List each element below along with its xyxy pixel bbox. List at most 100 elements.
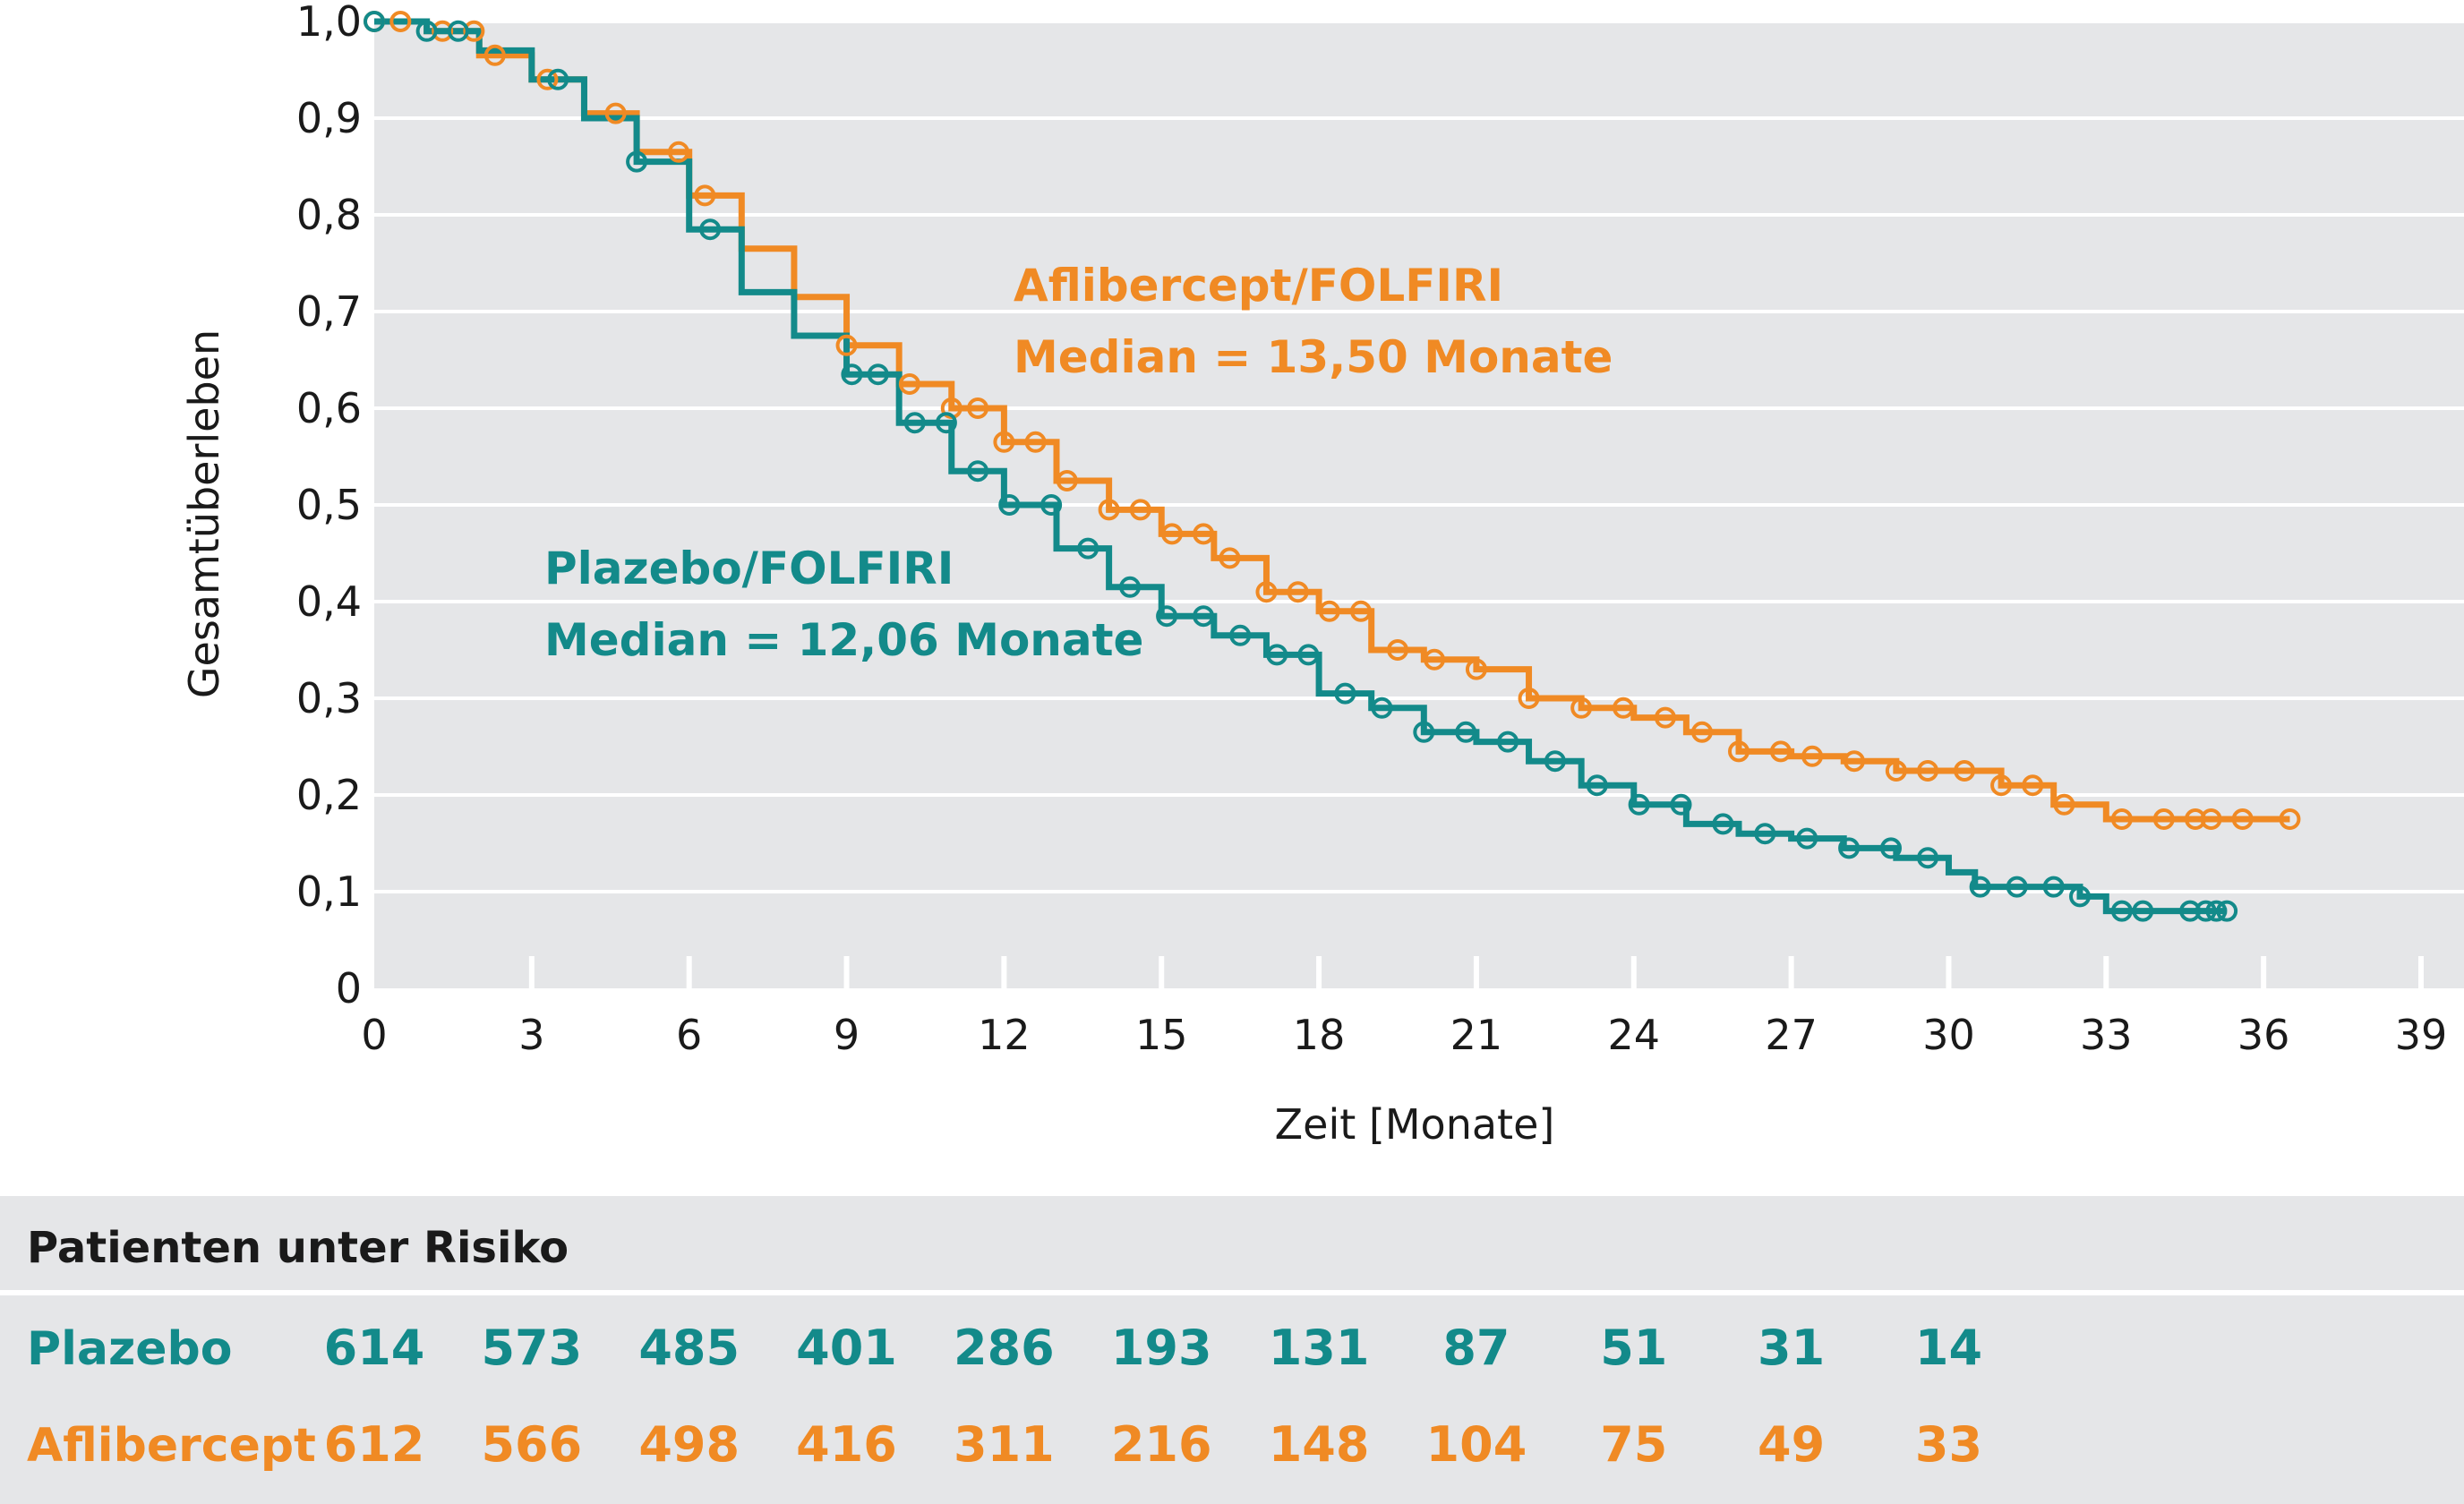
x-tick-label: 30 bbox=[1922, 1011, 1975, 1059]
x-tick-label: 15 bbox=[1135, 1011, 1188, 1059]
censor-mark bbox=[1160, 523, 1183, 545]
censor-mark bbox=[1654, 706, 1676, 729]
censor-mark bbox=[998, 494, 1021, 516]
censor-mark bbox=[835, 334, 858, 356]
censor-mark bbox=[1628, 793, 1650, 816]
risk-value: 33 bbox=[1915, 1416, 1982, 1473]
censor-mark bbox=[1917, 847, 1939, 869]
censor-mark bbox=[1193, 605, 1215, 628]
censor-mark bbox=[1969, 876, 1991, 898]
y-tick-label: 1,0 bbox=[296, 0, 362, 46]
annotation-plazebo-median: Median = 12,06 Monate bbox=[544, 614, 1143, 666]
censor-mark bbox=[1801, 745, 1824, 767]
risk-value: 573 bbox=[481, 1320, 582, 1376]
censor-mark bbox=[667, 141, 689, 163]
censor-mark bbox=[1297, 644, 1320, 666]
censor-mark bbox=[1318, 600, 1340, 622]
risk-value: 131 bbox=[1269, 1320, 1370, 1376]
risk-table-title: Patienten unter Risiko bbox=[27, 1223, 569, 1273]
censor-mark bbox=[935, 412, 957, 434]
censor-mark bbox=[1287, 581, 1309, 603]
x-tick-label: 24 bbox=[1607, 1011, 1660, 1059]
y-tick-label: 0,4 bbox=[296, 577, 362, 626]
censor-mark bbox=[2231, 808, 2254, 830]
risk-row-label-aflibercept: Aflibercept bbox=[27, 1419, 316, 1473]
censor-mark bbox=[1349, 600, 1372, 622]
censor-mark bbox=[1917, 760, 1939, 782]
risk-value: 14 bbox=[1915, 1320, 1982, 1376]
censor-mark bbox=[2022, 774, 2044, 797]
censor-mark bbox=[1796, 827, 1818, 850]
censor-mark bbox=[699, 218, 722, 241]
risk-value: 104 bbox=[1426, 1416, 1527, 1473]
y-tick-label: 0,8 bbox=[296, 191, 362, 239]
censor-mark bbox=[1266, 644, 1288, 666]
censor-mark bbox=[432, 20, 454, 42]
censor-mark bbox=[967, 460, 989, 483]
censor-mark bbox=[867, 363, 889, 386]
risk-table-background bbox=[0, 1196, 2464, 1504]
censor-mark bbox=[463, 20, 485, 42]
censor-mark bbox=[1156, 605, 1178, 628]
censor-mark bbox=[1885, 760, 1907, 782]
risk-value: 401 bbox=[796, 1320, 897, 1376]
censor-mark bbox=[2132, 900, 2154, 922]
y-tick-label: 0,9 bbox=[296, 94, 362, 142]
risk-value: 416 bbox=[796, 1416, 897, 1473]
censor-mark bbox=[1570, 696, 1593, 719]
risk-value: 612 bbox=[324, 1416, 425, 1473]
risk-table-values: 614 573 485 401 286 193 131 87 51 31 14 612 566 498 41… bbox=[324, 1320, 1982, 1473]
censor-mark bbox=[604, 102, 627, 124]
censor-mark bbox=[415, 20, 438, 42]
x-axis-tick-labels: 0 3 6 9 12 15 18 21 24 27 30 33 36 39 bbox=[361, 1011, 2447, 1059]
censor-mark bbox=[1586, 774, 1608, 797]
risk-row-label-plazebo: Plazebo bbox=[27, 1322, 233, 1376]
censor-mark bbox=[1455, 721, 1477, 743]
censor-mark bbox=[1371, 696, 1393, 719]
censor-mark bbox=[2152, 808, 2175, 830]
y-tick-label: 0 bbox=[336, 964, 362, 1013]
censor-mark bbox=[1334, 682, 1356, 705]
censor-mark bbox=[903, 412, 926, 434]
x-axis-ticks bbox=[528, 956, 2424, 988]
x-tick-label: 36 bbox=[2237, 1011, 2290, 1059]
risk-value: 148 bbox=[1269, 1416, 1370, 1473]
censor-marks bbox=[364, 11, 2301, 922]
censor-mark bbox=[2184, 808, 2206, 830]
y-tick-label: 0,5 bbox=[296, 481, 362, 529]
censor-mark bbox=[447, 20, 469, 42]
censor-mark bbox=[1413, 721, 1435, 743]
censor-mark bbox=[547, 68, 569, 90]
censor-mark bbox=[536, 68, 559, 90]
censor-mark bbox=[967, 397, 989, 419]
censor-mark bbox=[364, 11, 385, 32]
x-axis-label: Zeit [Monate] bbox=[1275, 1100, 1555, 1149]
censor-mark bbox=[2179, 900, 2202, 922]
x-tick-label: 33 bbox=[2080, 1011, 2133, 1059]
y-axis-tick-labels: 0 0,1 0,2 0,3 0,4 0,5 0,6 0,7 0,8 0,9 1,0 bbox=[296, 0, 362, 1013]
risk-value: 614 bbox=[324, 1320, 425, 1376]
risk-value: 485 bbox=[638, 1320, 740, 1376]
censor-mark bbox=[694, 184, 716, 207]
risk-value: 498 bbox=[638, 1416, 740, 1473]
risk-value: 87 bbox=[1442, 1320, 1510, 1376]
x-tick-label: 9 bbox=[834, 1011, 860, 1059]
censor-mark bbox=[1879, 837, 1902, 859]
x-tick-label: 18 bbox=[1293, 1011, 1346, 1059]
censor-mark bbox=[1193, 523, 1215, 545]
censor-mark bbox=[2279, 808, 2301, 830]
censor-mark bbox=[2042, 876, 2065, 898]
censor-mark bbox=[1754, 823, 1776, 845]
censor-mark bbox=[2205, 900, 2228, 922]
censor-mark bbox=[2200, 808, 2222, 830]
censor-mark bbox=[2216, 900, 2238, 922]
x-tick-label: 3 bbox=[518, 1011, 544, 1059]
censor-mark bbox=[1465, 658, 1487, 680]
risk-value: 31 bbox=[1758, 1320, 1825, 1376]
annotation-plazebo-title: Plazebo/FOLFIRI bbox=[544, 543, 954, 594]
censor-mark bbox=[1387, 639, 1408, 661]
y-axis-label: Gesamtüberleben bbox=[180, 329, 228, 698]
censor-mark bbox=[2110, 900, 2133, 922]
y-tick-label: 0,3 bbox=[296, 674, 362, 722]
censor-mark bbox=[1990, 774, 2013, 797]
